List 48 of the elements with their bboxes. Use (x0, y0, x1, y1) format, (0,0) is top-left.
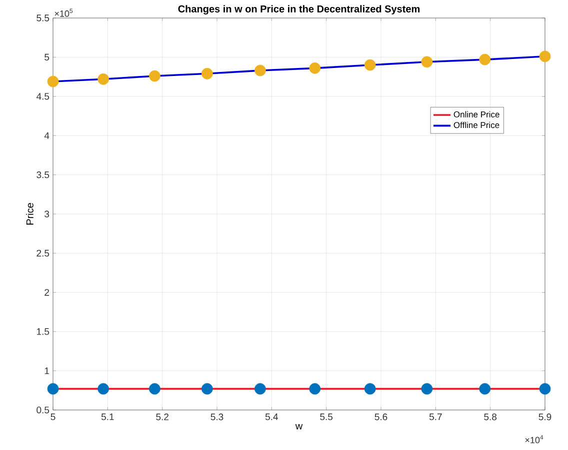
y-tick-label: 1 (44, 368, 50, 374)
point (309, 62, 321, 74)
x-tick-label: 5.6 (374, 414, 388, 420)
y-tick-label: 5 (44, 54, 50, 61)
point (201, 68, 213, 80)
point (364, 59, 376, 71)
point (539, 50, 551, 62)
point (148, 383, 160, 395)
y-tick-label: 0.5 (36, 406, 50, 414)
chart-title: Changes in w on Price in the Decentralized System (178, 5, 420, 14)
y-tick-label: 2 (44, 289, 50, 296)
point (47, 76, 59, 88)
y-tick-label: 2.5 (36, 250, 50, 257)
y-axis-title: Price (26, 203, 34, 225)
point (479, 54, 491, 66)
text: ×10$^{4}$ (525, 435, 544, 444)
y-tick-label: 1.5 (36, 328, 50, 335)
y-tick-label: 5.5 (36, 14, 50, 22)
point (98, 73, 109, 85)
point (539, 383, 551, 395)
y-tick-label: 4 (44, 132, 50, 139)
legend-label: Online Price (454, 111, 500, 118)
point (148, 70, 160, 82)
x-tick-label: 5.4 (265, 414, 278, 420)
point (309, 383, 321, 395)
x-tick-label: 5.3 (210, 414, 224, 420)
point (479, 383, 491, 395)
legend-label: Offline Price (454, 122, 500, 128)
point (421, 56, 433, 68)
point (98, 383, 109, 395)
x-tick-label: 5.9 (538, 414, 552, 420)
x-tick-label: 5.7 (429, 414, 442, 420)
x-tick-label: 5.8 (484, 414, 497, 420)
y-tick-label: 3.5 (36, 171, 50, 178)
x-tick-label: 5.2 (156, 414, 168, 420)
point (254, 383, 266, 395)
point (421, 383, 433, 395)
point (364, 383, 376, 395)
y-tick-label: 4.5 (36, 93, 50, 100)
x-tick-label: 5.5 (320, 414, 333, 420)
point (201, 383, 213, 395)
x-tick-label: 5.1 (101, 414, 114, 420)
y-tick-label: 3 (44, 210, 50, 218)
point (254, 64, 266, 76)
text: ×10$^{5}$ (54, 8, 73, 17)
point (47, 383, 59, 395)
x-axis-title: w (295, 424, 303, 430)
x-tick-label: 5 (50, 414, 56, 420)
